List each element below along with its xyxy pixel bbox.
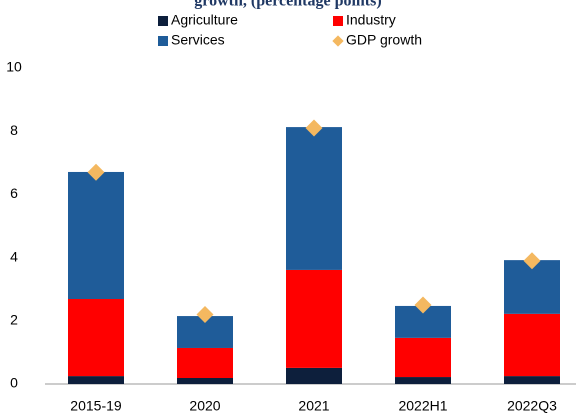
bar-segment xyxy=(504,313,560,377)
bar-segment xyxy=(68,376,124,384)
x-tick-label: 2021 xyxy=(298,398,329,414)
bar-segment xyxy=(177,377,233,384)
legend-swatch xyxy=(333,16,343,26)
y-tick-label: 8 xyxy=(10,122,18,138)
bar-segment xyxy=(395,377,451,384)
bar-segment xyxy=(286,127,342,270)
y-tick-label: 2 xyxy=(10,312,18,328)
gdp-marker xyxy=(196,305,214,323)
legend-swatch xyxy=(332,35,344,47)
bar-segment xyxy=(395,337,451,378)
legend-label: Services xyxy=(171,32,225,48)
y-tick-label: 0 xyxy=(10,375,18,391)
legend-label: GDP growth xyxy=(346,32,422,48)
bar-segment xyxy=(504,376,560,384)
y-tick-label: 6 xyxy=(10,185,18,201)
bar-segment xyxy=(286,367,342,384)
bar-segment xyxy=(177,347,233,378)
legend-label: Agriculture xyxy=(171,12,238,28)
legend-swatch xyxy=(158,16,168,26)
bar-segment xyxy=(286,269,342,368)
x-tick-label: 2015-19 xyxy=(70,398,122,414)
y-tick-label: 10 xyxy=(6,59,22,75)
gdp-marker xyxy=(87,163,105,181)
legend-swatch xyxy=(158,36,168,46)
x-tick-label: 2020 xyxy=(189,398,220,414)
chart-title: growth, (percentage points) xyxy=(194,0,381,10)
x-tick-label: 2022Q3 xyxy=(507,398,557,414)
x-tick-label: 2022H1 xyxy=(398,398,447,414)
legend-label: Industry xyxy=(346,12,396,28)
bar-segment xyxy=(68,298,124,377)
bar-segment xyxy=(68,171,124,299)
gdp-marker xyxy=(414,296,432,314)
y-tick-label: 4 xyxy=(10,248,18,264)
